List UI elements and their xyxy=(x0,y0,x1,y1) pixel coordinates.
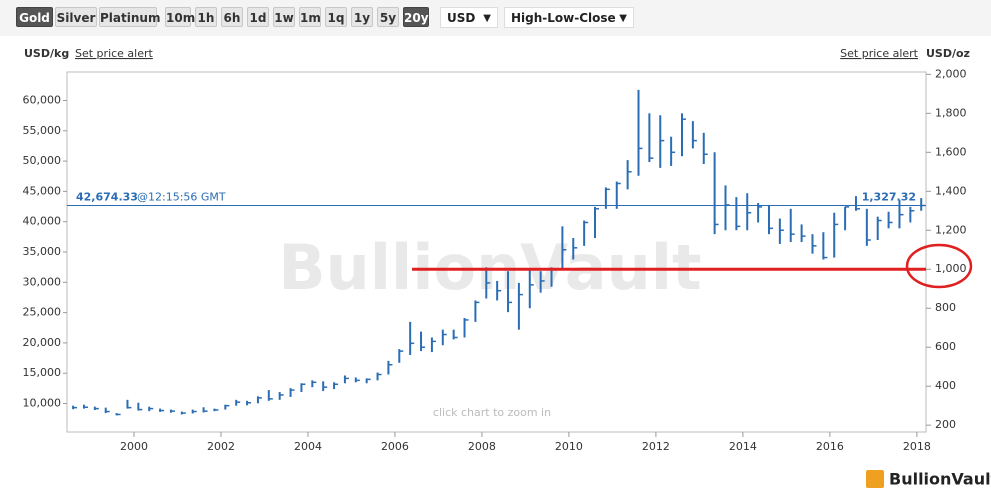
metal-button[interactable]: Gold xyxy=(16,7,53,27)
logo-text: BullionVault xyxy=(889,470,991,489)
price-left-label: 42,674.33 xyxy=(76,190,138,203)
period-button[interactable]: 1w xyxy=(273,7,295,27)
y2-tick-label: 1,200 xyxy=(935,223,967,236)
logo: BullionVault xyxy=(866,470,991,489)
y-tick-label: 15,000 xyxy=(23,366,62,379)
y-tick-label: 60,000 xyxy=(23,93,62,106)
metal-button[interactable]: Platinum xyxy=(99,7,160,27)
y2-tick-label: 800 xyxy=(935,301,956,314)
period-button[interactable]: 20y xyxy=(403,7,429,27)
x-tick-label: 2008 xyxy=(468,440,496,453)
x-tick-label: 2012 xyxy=(642,440,670,453)
chart: BullionVault click chart to zoom in USD/… xyxy=(23,47,991,489)
y-tick-label: 20,000 xyxy=(23,336,62,349)
x-tick-label: 2000 xyxy=(120,440,148,453)
dropdown-arrow: ▼ xyxy=(483,13,491,24)
y2-tick-label: 2,000 xyxy=(935,67,967,80)
metal-button[interactable]: Silver xyxy=(55,7,97,27)
price-right-label: 1,327.32 xyxy=(862,190,916,203)
y-tick-label: 35,000 xyxy=(23,245,62,258)
y2-tick-label: 1,800 xyxy=(935,106,967,119)
y2-tick-label: 400 xyxy=(935,379,956,392)
period-button[interactable]: 5y xyxy=(377,7,399,27)
logo-icon xyxy=(866,470,884,488)
zoom-hint: click chart to zoom in xyxy=(433,406,551,419)
x-tick-label: 2004 xyxy=(294,440,322,453)
x-tick-label: 2018 xyxy=(903,440,931,453)
watermark: BullionVault xyxy=(278,231,701,304)
dropdown[interactable]: High-Low-Close ▼ xyxy=(504,7,634,28)
y-tick-label: 10,000 xyxy=(23,397,62,410)
y2-tick-label: 600 xyxy=(935,340,956,353)
period-button[interactable]: 1h xyxy=(195,7,217,27)
y2-axis-label: USD/oz xyxy=(926,47,970,60)
y2-tick-label: 1,600 xyxy=(935,145,967,158)
y-tick-label: 25,000 xyxy=(23,306,62,319)
period-button[interactable]: 1m xyxy=(299,7,321,27)
period-button[interactable]: 1d xyxy=(247,7,269,27)
highlight-circle xyxy=(905,243,973,289)
toolbar: Gold Silver Platinum 10m 1h 6h 1d 1w 1m 1q 1y 5y 20y… xyxy=(0,0,991,36)
x-tick-label: 2002 xyxy=(207,440,235,453)
y-tick-label: 40,000 xyxy=(23,215,62,228)
price-alert-link[interactable]: Set price alert xyxy=(75,47,154,60)
x-tick-label: 2006 xyxy=(381,440,409,453)
plot-area xyxy=(66,71,927,433)
dropdown-value: USD xyxy=(447,11,476,25)
x-tick-label: 2016 xyxy=(816,440,844,453)
y-tick-label: 30,000 xyxy=(23,275,62,288)
dropdown-value: High-Low-Close xyxy=(511,11,616,25)
y-tick-label: 55,000 xyxy=(23,124,62,137)
period-button[interactable]: 10m xyxy=(165,7,195,27)
price-time: @12:15:56 GMT xyxy=(137,190,226,203)
x-tick-label: 2014 xyxy=(729,440,757,453)
y2-tick-label: 1,400 xyxy=(935,184,967,197)
y-tick-label: 45,000 xyxy=(23,184,62,197)
x-tick-label: 2010 xyxy=(555,440,583,453)
y-tick-label: 50,000 xyxy=(23,154,62,167)
period-button[interactable]: 1y xyxy=(351,7,373,27)
dropdown[interactable]: USD ▼ xyxy=(440,7,498,28)
period-button[interactable]: 1q xyxy=(325,7,347,27)
period-button[interactable]: 6h xyxy=(221,7,243,27)
price-alert-link[interactable]: Set price alert xyxy=(840,47,919,60)
y-axis-label: USD/kg xyxy=(24,47,69,60)
y2-tick-label: 1,000 xyxy=(935,262,967,275)
y2-tick-label: 200 xyxy=(935,418,956,431)
dropdown-arrow: ▼ xyxy=(619,13,627,24)
